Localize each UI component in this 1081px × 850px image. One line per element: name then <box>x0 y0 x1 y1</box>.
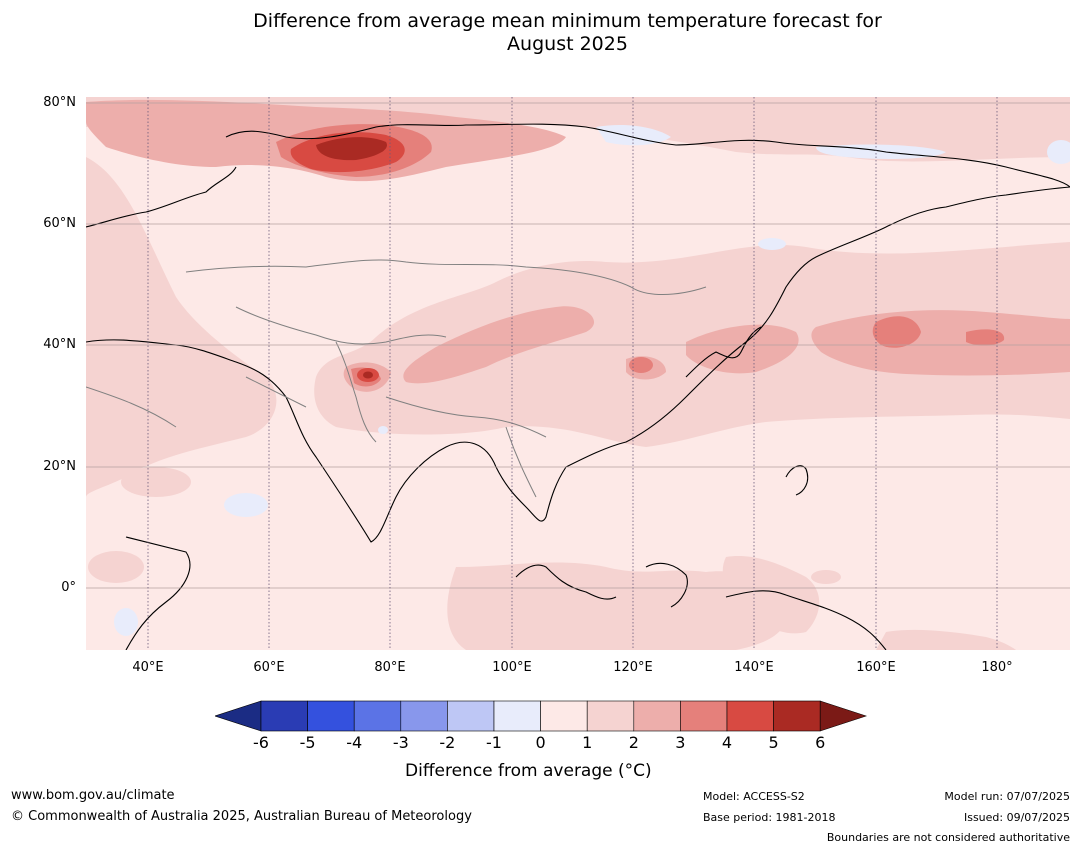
colorbar-tick: 3 <box>675 733 686 752</box>
colorbar-cell <box>773 700 821 732</box>
lon-label-80e: 80°E <box>374 660 406 675</box>
lat-label-40n: 40°N <box>43 337 76 352</box>
map-title: Difference from average mean minimum tem… <box>0 10 1081 56</box>
lat-label-0: 0° <box>61 580 76 595</box>
lon-label-100e: 100°E <box>492 660 532 675</box>
country-boundaries <box>86 259 707 498</box>
website-link[interactable]: www.bom.gov.au/climate <box>11 788 175 803</box>
boundaries-disclaimer: Boundaries are not considered authoritat… <box>826 831 1070 844</box>
colorbar-cell <box>260 700 308 732</box>
lat-label-20n: 20°N <box>43 459 76 474</box>
colorbar-tick: -5 <box>299 733 316 752</box>
colorbar-cell <box>726 700 774 732</box>
model-name: Model: ACCESS-S2 <box>703 790 805 803</box>
colorbar-cell <box>307 700 355 732</box>
colorbar-tick: -1 <box>486 733 502 752</box>
colorbar-label-unit: °C <box>624 761 646 781</box>
colorbar-tick: -6 <box>253 733 269 752</box>
lon-label-180: 180° <box>981 660 1013 675</box>
lat-label-80n: 80°N <box>43 95 76 110</box>
lon-label-140e: 140°E <box>734 660 774 675</box>
lon-label-40e: 40°E <box>132 660 164 675</box>
colorbar-tick: 6 <box>815 733 826 752</box>
colorbar-tick: 1 <box>582 733 593 752</box>
lon-label-120e: 120°E <box>613 660 653 675</box>
model-run-date: Model run: 07/07/2025 <box>944 790 1070 803</box>
base-period: Base period: 1981-2018 <box>703 811 836 824</box>
colorbar-cell <box>493 700 541 732</box>
coastlines <box>86 123 1070 650</box>
latitude-gridlines <box>86 102 1070 589</box>
colorbar-tick: 0 <box>535 733 546 752</box>
colorbar-cell <box>353 700 402 732</box>
colorbar-cell <box>680 700 728 732</box>
colorbar-cell <box>400 700 448 732</box>
colorbar-tick: -2 <box>439 733 456 752</box>
lat-label-60n: 60°N <box>43 216 76 231</box>
colorbar-cell <box>586 700 635 732</box>
colorbar-tick: 4 <box>721 733 733 752</box>
colorbar-cell <box>447 700 495 732</box>
anomaly-5-6-layer <box>316 137 387 379</box>
title-line-2: August 2025 <box>507 33 628 55</box>
colorbar-label-prefix: Difference from average ( <box>405 761 625 781</box>
colorbar-tick: -3 <box>392 733 409 752</box>
colorbar-cell <box>540 700 588 732</box>
colorbar-tick: -4 <box>346 733 363 752</box>
colorbar-tick: 5 <box>768 733 779 752</box>
lon-label-60e: 60°E <box>253 660 285 675</box>
colorbar-extend-low <box>215 700 262 732</box>
copyright-notice: © Commonwealth of Australia 2025, Austra… <box>11 809 472 824</box>
colorbar-tick: 2 <box>628 733 639 752</box>
title-line-1: Difference from average mean minimum tem… <box>253 10 882 32</box>
forecast-map <box>86 97 1070 650</box>
lon-label-160e: 160°E <box>856 660 896 675</box>
colorbar <box>215 700 867 732</box>
colorbar-extend-high <box>819 700 867 732</box>
colorbar-label-suffix: ) <box>645 761 652 781</box>
issued-date: Issued: 09/07/2025 <box>963 811 1070 824</box>
colorbar-cell <box>633 700 681 732</box>
longitude-gridlines <box>147 97 998 650</box>
